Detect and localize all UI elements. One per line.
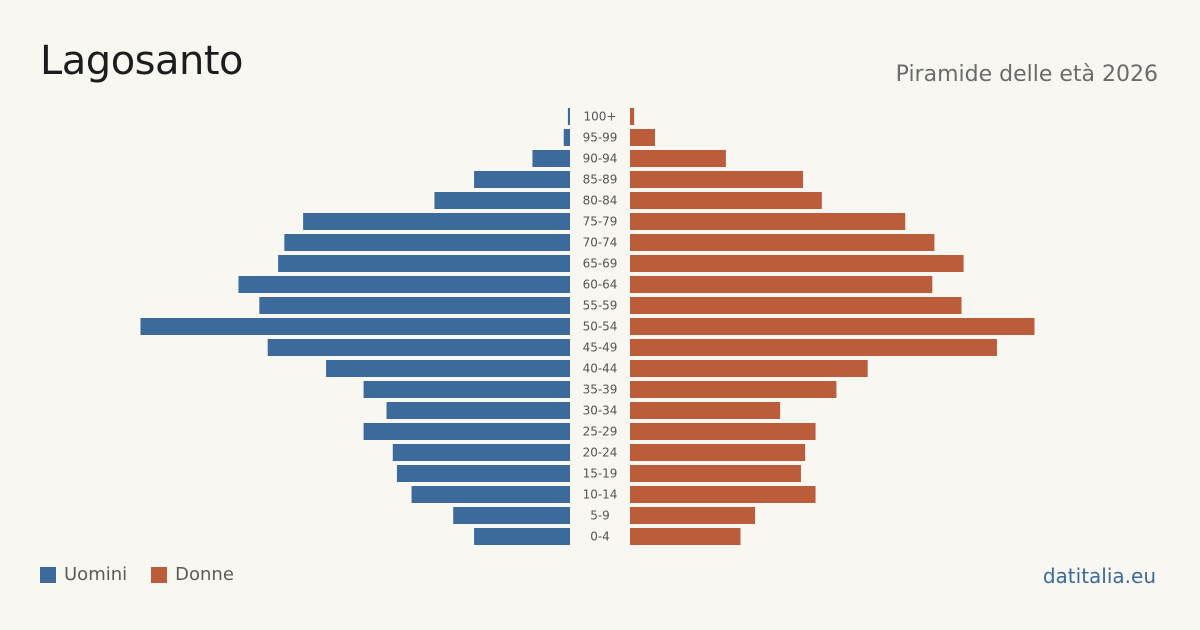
bar-men-55-59	[259, 297, 570, 314]
bar-women-15-19	[630, 465, 801, 482]
age-label-0-4: 0-4	[590, 530, 610, 544]
bar-women-100plus	[630, 108, 635, 125]
bar-women-95-99	[630, 129, 656, 146]
bar-men-85-89	[474, 171, 570, 188]
bar-women-65-69	[630, 255, 964, 272]
bar-men-40-44	[326, 360, 570, 377]
bar-men-90-94	[532, 150, 570, 167]
age-label-25-29: 25-29	[583, 425, 618, 439]
age-label-95-99: 95-99	[583, 131, 618, 145]
age-label-70-74: 70-74	[583, 236, 618, 250]
bar-men-100plus	[567, 108, 570, 125]
bar-men-10-14	[411, 486, 570, 503]
bar-women-40-44	[630, 360, 868, 377]
bar-men-5-9	[453, 507, 570, 524]
bar-men-70-74	[284, 234, 570, 251]
age-label-40-44: 40-44	[583, 362, 618, 376]
bar-women-55-59	[630, 297, 962, 314]
age-label-65-69: 65-69	[583, 257, 618, 271]
bar-men-20-24	[392, 444, 570, 461]
bar-men-35-39	[363, 381, 570, 398]
bar-women-85-89	[630, 171, 804, 188]
bar-women-30-34	[630, 402, 781, 419]
bar-men-45-49	[267, 339, 570, 356]
bar-women-45-49	[630, 339, 997, 356]
legend: Uomini Donne	[40, 564, 234, 585]
bar-men-25-29	[363, 423, 570, 440]
bar-women-50-54	[630, 318, 1035, 335]
bar-women-90-94	[630, 150, 726, 167]
age-label-90-94: 90-94	[583, 152, 618, 166]
bar-men-50-54	[140, 318, 571, 335]
legend-item-men: Uomini	[40, 564, 127, 585]
bar-women-60-64	[630, 276, 933, 293]
bar-men-75-79	[303, 213, 570, 230]
bar-women-5-9	[630, 507, 756, 524]
age-label-75-79: 75-79	[583, 215, 618, 229]
age-label-100plus: 100+	[584, 110, 617, 124]
bar-men-60-64	[238, 276, 571, 293]
brand-link[interactable]: datitalia.eu	[1042, 564, 1156, 588]
bar-women-20-24	[630, 444, 806, 461]
bar-women-80-84	[630, 192, 822, 209]
bar-women-35-39	[630, 381, 837, 398]
bar-women-25-29	[630, 423, 816, 440]
bar-men-80-84	[434, 192, 570, 209]
legend-label-men: Uomini	[64, 564, 128, 585]
age-label-45-49: 45-49	[583, 341, 618, 355]
age-label-15-19: 15-19	[583, 467, 618, 481]
bar-women-75-79	[630, 213, 906, 230]
legend-item-women: Donne	[151, 564, 234, 585]
age-label-5-9: 5-9	[590, 509, 610, 523]
age-label-30-34: 30-34	[583, 404, 618, 418]
legend-swatch-men	[40, 566, 56, 583]
bar-men-95-99	[563, 129, 570, 146]
bar-women-70-74	[630, 234, 935, 251]
chart-subtitle: Piramide delle età 2026	[895, 62, 1158, 87]
bar-men-15-19	[396, 465, 570, 482]
age-label-55-59: 55-59	[583, 299, 618, 313]
age-label-20-24: 20-24	[583, 446, 618, 460]
age-label-50-54: 50-54	[583, 320, 618, 334]
legend-swatch-women	[151, 566, 168, 583]
age-label-10-14: 10-14	[583, 488, 618, 502]
age-label-35-39: 35-39	[583, 383, 618, 397]
age-label-60-64: 60-64	[583, 278, 618, 292]
chart-title: Lagosanto	[40, 38, 244, 84]
legend-label-women: Donne	[175, 564, 234, 585]
age-label-80-84: 80-84	[583, 194, 618, 208]
bar-men-30-34	[386, 402, 570, 419]
bar-men-0-4	[474, 528, 570, 545]
bar-women-10-14	[630, 486, 816, 503]
bar-men-65-69	[278, 255, 570, 272]
age-label-85-89: 85-89	[583, 173, 618, 187]
bar-women-0-4	[630, 528, 741, 545]
